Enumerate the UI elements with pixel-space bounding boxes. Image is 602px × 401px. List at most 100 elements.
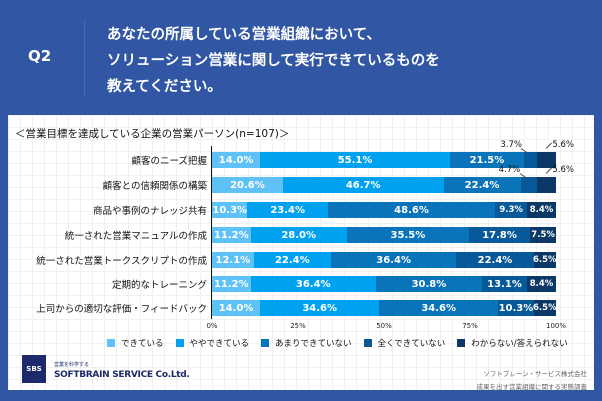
legend-swatch [107, 339, 115, 347]
x-tick-label: 0% [206, 322, 218, 330]
bar-segment: 35.5% [346, 227, 469, 243]
question-line: 教えてください。 [107, 79, 222, 95]
data-label: 13.1% [487, 278, 522, 290]
bar-segment: 9.3% [495, 202, 528, 218]
legend-label: ややできている [189, 339, 250, 349]
logo-tagline: 営業を科学する [54, 362, 90, 368]
source: ソフトブレーン・サービス株式会社 成果を出す営業組織に関する実態調査 [477, 368, 588, 394]
bar-segment: 17.8% [468, 227, 531, 243]
bar-segment: 6.5% [533, 252, 557, 268]
data-label: 6.5% [533, 255, 557, 265]
legend-item: できている [107, 337, 164, 349]
data-label: 48.6% [394, 204, 429, 216]
data-label-outside: 5.6% [552, 165, 574, 175]
bar-segment: 34.6% [260, 300, 380, 316]
data-label: 10.3% [498, 302, 534, 314]
sbs-logo: SBS [22, 355, 46, 383]
category-label: 商品や事例のナレッジ共有 [92, 206, 207, 217]
data-label-outside: 5.6% [552, 140, 574, 150]
bar-segment: 36.4% [250, 276, 376, 292]
legend-label: わからない/答えられない [471, 339, 568, 349]
bar-segment: 30.8% [375, 276, 482, 292]
y-axis-line [211, 146, 212, 319]
bar-segment: 22.4% [456, 252, 534, 268]
divider [84, 20, 85, 97]
x-tick-label: 50% [376, 322, 392, 330]
bar-segment: 13.1% [481, 276, 528, 292]
bar-segment: 55.1% [260, 152, 450, 168]
data-label: 46.7% [345, 179, 381, 191]
bar-segment [536, 152, 556, 168]
legend-item: ややできている [175, 337, 250, 349]
legend: できている ややできている あまりできていない 全くできていない わからない/答えられな… [107, 337, 568, 349]
bar-segment: 28.0% [250, 227, 347, 243]
bar-segment: 22.4% [443, 177, 521, 193]
x-tick-label: 100% [545, 322, 567, 330]
data-label: 23.4% [270, 204, 306, 216]
data-label: 20.6% [230, 179, 265, 191]
data-label-outside: 4.7% [498, 165, 521, 175]
legend-swatch [457, 339, 466, 347]
bar-segment: 8.4% [527, 202, 556, 218]
data-label: 7.5% [531, 230, 555, 240]
data-label: 28.0% [281, 229, 317, 241]
data-label: 55.1% [337, 154, 373, 166]
bar-segment: 48.6% [327, 202, 496, 218]
question-line: あなたの所属している営業組織において、 [107, 27, 381, 43]
bar-segment: 46.7% [282, 177, 444, 193]
category-label: 顧客のニーズ把握 [131, 156, 207, 167]
legend-item: 全くできていない [363, 337, 446, 349]
data-label: 36.4% [295, 278, 331, 290]
data-label: 9.3% [499, 205, 523, 215]
data-label: 10.3% [212, 204, 248, 216]
data-label: 34.6% [421, 302, 457, 314]
data-label: 8.4% [529, 205, 554, 215]
data-label: 17.8% [482, 229, 517, 241]
bar-segment: 14.0% [212, 300, 261, 316]
bar-segment [520, 177, 537, 193]
legend-swatch [363, 339, 372, 347]
data-label: 35.5% [390, 229, 426, 241]
data-label: 34.6% [302, 302, 338, 314]
category-label: 統一された営業トークスクリプトの作成 [36, 256, 207, 267]
bar-segment: 20.6% [212, 177, 283, 193]
bar-segment: 11.2% [212, 276, 251, 292]
bar-segment: 23.4% [247, 202, 328, 218]
data-label: 8.4% [529, 279, 554, 289]
data-label: 36.4% [376, 254, 411, 266]
legend-label: あまりできていない [275, 339, 352, 349]
category-label: 顧客との信頼関係の構築 [102, 181, 207, 192]
question-text: あなたの所属している営業組織において、 ソリューション営業に関して実行できている… [107, 22, 587, 100]
bar-segment [523, 152, 537, 168]
bar-segment: 12.1% [212, 252, 254, 268]
chart-title: ＜営業目標を達成している企業の営業パーソン(n=107)＞ [15, 128, 290, 140]
bar-segment: 7.5% [530, 227, 556, 243]
category-label: 定期的なトレーニング [111, 280, 207, 291]
bar-segment: 11.2% [212, 227, 251, 243]
legend-label: 全くできていない [377, 339, 446, 349]
data-label: 11.2% [213, 278, 249, 290]
bar-segment: 36.4% [330, 252, 457, 268]
legend-item: わからない/答えられない [457, 337, 568, 349]
data-label: 30.8% [411, 278, 447, 290]
bar-segment [536, 177, 556, 193]
data-label: 22.4% [477, 254, 513, 266]
category-label: 統一された営業マニュアルの作成 [64, 231, 207, 242]
bar-segment: 10.3% [498, 300, 534, 316]
category-label: 上司からの適切な評価・フィードバック [36, 304, 207, 315]
legend-label: できている [121, 339, 164, 349]
data-label: 14.0% [218, 154, 254, 166]
data-label: 11.2% [213, 229, 249, 241]
bar-segment: 21.5% [449, 152, 524, 168]
legend-swatch [261, 339, 270, 347]
bar-segment: 8.4% [527, 276, 556, 292]
source-line: ソフトブレーン・サービス株式会社 [483, 370, 587, 378]
question-line: ソリューション営業に関して実行できているものを [107, 53, 440, 69]
legend-item: あまりできていない [261, 337, 352, 349]
x-tick-label: 75% [462, 322, 478, 330]
data-label: 6.5% [533, 303, 557, 313]
bar-segment: 10.3% [212, 202, 248, 218]
legend-swatch [175, 339, 184, 347]
bar-segment: 6.5% [533, 300, 557, 316]
bar-segment: 22.4% [253, 252, 331, 268]
